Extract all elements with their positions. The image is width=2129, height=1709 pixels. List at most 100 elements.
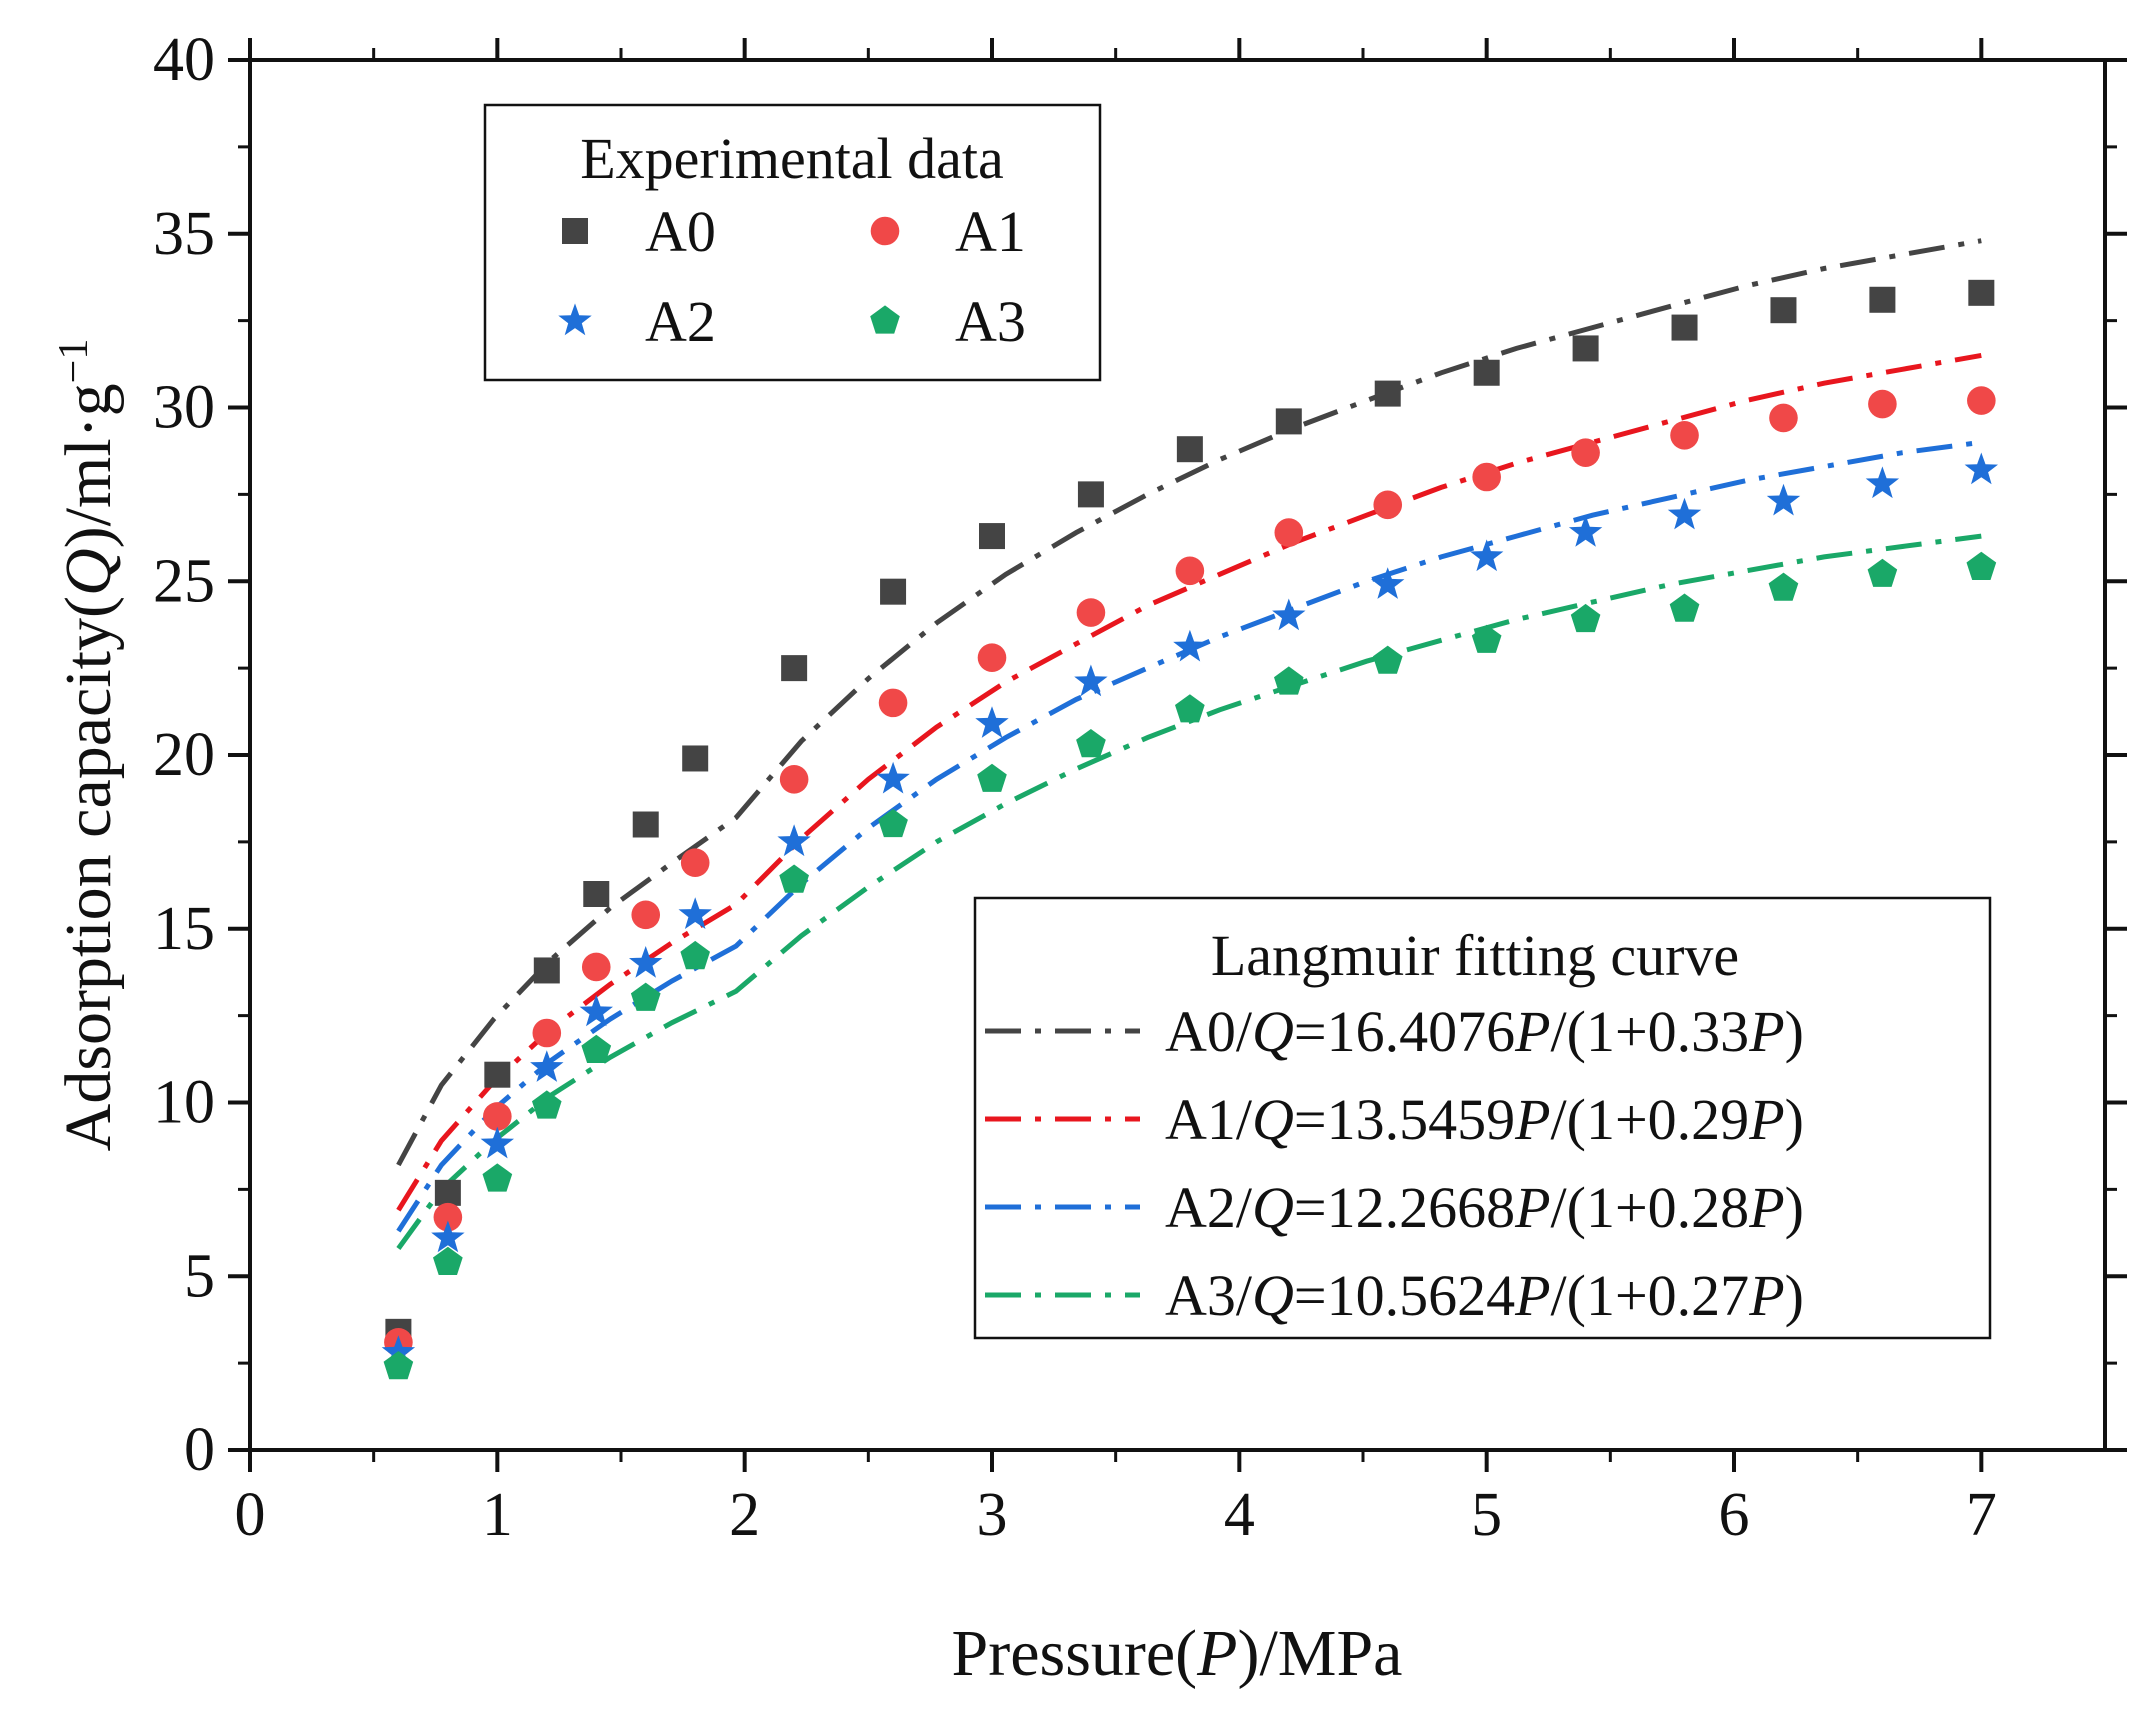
data-point-a0 <box>979 523 1005 550</box>
x-tick-label: 6 <box>1719 1481 1750 1549</box>
data-point-a2 <box>678 897 712 929</box>
data-point-a1 <box>1274 518 1304 547</box>
x-tick-label: 1 <box>482 1481 513 1549</box>
y-tick-label: 20 <box>153 721 215 789</box>
equation-part: A3/ <box>1165 1263 1253 1328</box>
data-point-a0 <box>880 578 907 605</box>
legend-label-a3: A3 <box>955 289 1026 354</box>
data-point-a0 <box>533 957 560 984</box>
y-tick-label: 25 <box>153 547 215 615</box>
data-point-a0 <box>1968 279 1995 306</box>
data-point-a0 <box>682 745 709 772</box>
equation-part: /(1+0.29 <box>1551 1087 1750 1152</box>
x-tick-label: 3 <box>977 1481 1008 1549</box>
equation-part: P <box>1514 999 1550 1064</box>
equation-part: A2/ <box>1165 1175 1253 1240</box>
equation-part: ) <box>1785 999 1804 1064</box>
y-tick-label: 10 <box>153 1069 215 1137</box>
data-point-a3 <box>1372 645 1403 674</box>
scatter-legend: Experimental data A0 A1 A2 A3 <box>483 103 1102 382</box>
data-point-a2 <box>1074 664 1108 697</box>
equation-part: Q <box>1252 1087 1294 1152</box>
y-tick-label: 40 <box>153 26 215 94</box>
x-tick-label: 2 <box>729 1481 760 1549</box>
y-tick-label: 30 <box>153 374 215 442</box>
data-point-a2 <box>1865 466 1900 499</box>
data-point-a0 <box>484 1061 511 1088</box>
legend-label-a2: A2 <box>645 289 716 354</box>
y-tick-label: 35 <box>153 200 215 268</box>
equation-part: Q <box>1252 999 1294 1064</box>
equation-part: /(1+0.27 <box>1551 1263 1750 1328</box>
data-point-a2 <box>1470 539 1504 572</box>
data-point-a3 <box>482 1163 513 1192</box>
data-point-a0 <box>1572 335 1599 362</box>
equation-part: /(1+0.33 <box>1551 999 1750 1064</box>
data-point-a0 <box>1869 286 1896 313</box>
x-tick-labels: 0 1 2 3 4 5 6 7 <box>235 1481 1997 1549</box>
data-point-a2 <box>1272 598 1306 631</box>
scatter-points <box>381 279 1998 1380</box>
data-point-a2 <box>777 824 811 857</box>
y-axis-title: Adsorption capacity(Q)/ml·g−1 <box>51 339 125 1152</box>
data-point-a3 <box>581 1034 612 1063</box>
x-tick-label: 4 <box>1224 1481 1255 1549</box>
data-point-a0 <box>434 1179 461 1206</box>
data-point-a2 <box>579 994 613 1027</box>
legend-marker-a0 <box>562 218 588 244</box>
y-tick-labels: 0 5 10 15 20 25 30 35 40 <box>153 26 215 1484</box>
data-point-a3 <box>779 864 809 893</box>
data-point-a1 <box>878 688 908 718</box>
equation-part: A1/ <box>1165 1087 1253 1152</box>
fit-legend-items: A0/Q=16.4076P/(1+0.33P)A1/Q=13.5459P/(1+… <box>985 999 1804 1328</box>
equation-part: ) <box>1785 1175 1804 1240</box>
data-point-a1 <box>1868 389 1897 419</box>
data-point-a1 <box>1076 598 1106 627</box>
equation-part: Q <box>1252 1263 1294 1328</box>
x-tick-label: 0 <box>235 1481 266 1549</box>
legend-equation-a1: A1/Q=13.5459P/(1+0.29P) <box>1165 1087 1804 1152</box>
data-point-a1 <box>483 1102 512 1131</box>
equation-part: =16.4076 <box>1294 999 1515 1064</box>
data-point-a1 <box>1670 421 1699 450</box>
axis-ticks <box>228 38 2127 1472</box>
data-point-a1 <box>1571 438 1600 467</box>
equation-part: =10.5624 <box>1294 1263 1515 1328</box>
scatter-legend-title: Experimental data <box>580 126 1004 191</box>
data-point-a3 <box>1570 603 1601 633</box>
data-point-a3 <box>977 763 1007 792</box>
data-point-a1 <box>631 900 661 930</box>
data-point-a0 <box>1077 481 1104 508</box>
data-point-a2 <box>1667 497 1702 530</box>
equation-part: ) <box>1785 1263 1804 1328</box>
fit-curve-a3 <box>396 533 1982 1250</box>
data-point-a2 <box>1766 483 1801 516</box>
legend-label-a1: A1 <box>955 199 1026 264</box>
x-axis-title: Pressure(P)/MPa <box>952 1617 1403 1690</box>
data-point-a1 <box>977 643 1007 672</box>
data-point-a1 <box>1967 386 1996 415</box>
equation-part: A0/ <box>1165 999 1253 1064</box>
data-point-a2 <box>975 706 1009 738</box>
fit-curve-a2 <box>396 439 1982 1233</box>
y-tick-label: 15 <box>153 895 215 963</box>
data-point-a1 <box>779 765 809 794</box>
data-point-a0 <box>1671 314 1698 341</box>
legend-equation-a3: A3/Q=10.5624P/(1+0.27P) <box>1165 1263 1804 1328</box>
fit-legend-box <box>973 896 1992 1340</box>
data-point-a3 <box>1669 593 1700 622</box>
legend-label-a0: A0 <box>645 199 716 264</box>
data-point-a2 <box>1964 452 1998 485</box>
data-point-a1 <box>433 1202 463 1232</box>
data-point-a1 <box>1472 462 1501 492</box>
x-tick-label: 7 <box>1966 1481 1997 1549</box>
fit-legend-title: Langmuir fitting curve <box>1211 923 1739 988</box>
data-point-a3 <box>1274 666 1304 695</box>
data-point-a3 <box>383 1351 414 1380</box>
equation-part: P <box>1748 1087 1784 1152</box>
data-point-a1 <box>581 952 611 982</box>
equation-part: P <box>1514 1175 1550 1240</box>
scatter-legend-items: A0 A1 A2 A3 <box>558 199 1026 354</box>
